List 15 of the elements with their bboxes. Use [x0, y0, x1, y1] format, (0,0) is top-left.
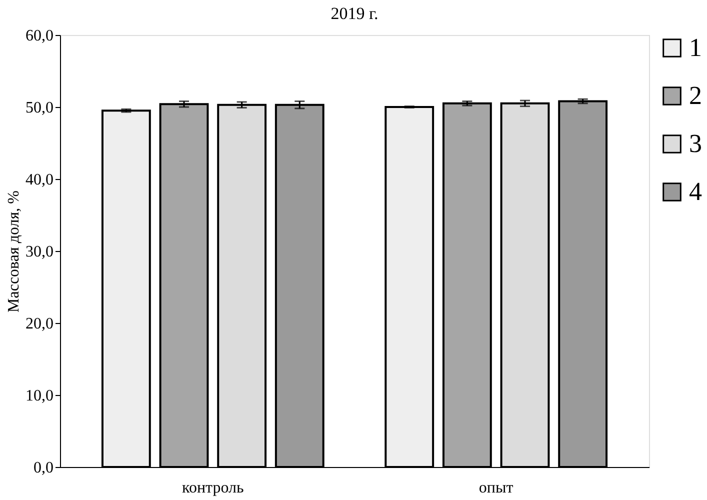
x-tick-label: контроль [182, 480, 244, 496]
y-tick-label: 40,0 [26, 172, 54, 188]
y-tick-label: 20,0 [26, 316, 54, 332]
y-tick-label: 50,0 [26, 100, 54, 116]
x-tick-label: опыт [478, 480, 514, 496]
chart-title: 2019 г. [330, 4, 378, 23]
legend-label: 1 [689, 33, 702, 62]
y-tick-label: 60,0 [26, 28, 54, 44]
legend-label: 4 [689, 177, 702, 206]
y-axis-title: Массовая доля, % [6, 190, 22, 312]
y-tick-label: 0,0 [34, 460, 54, 476]
legend-label: 3 [689, 129, 702, 158]
y-tick-label: 10,0 [26, 388, 54, 404]
legend-label: 2 [689, 81, 702, 110]
y-tick-label: 30,0 [26, 244, 54, 260]
